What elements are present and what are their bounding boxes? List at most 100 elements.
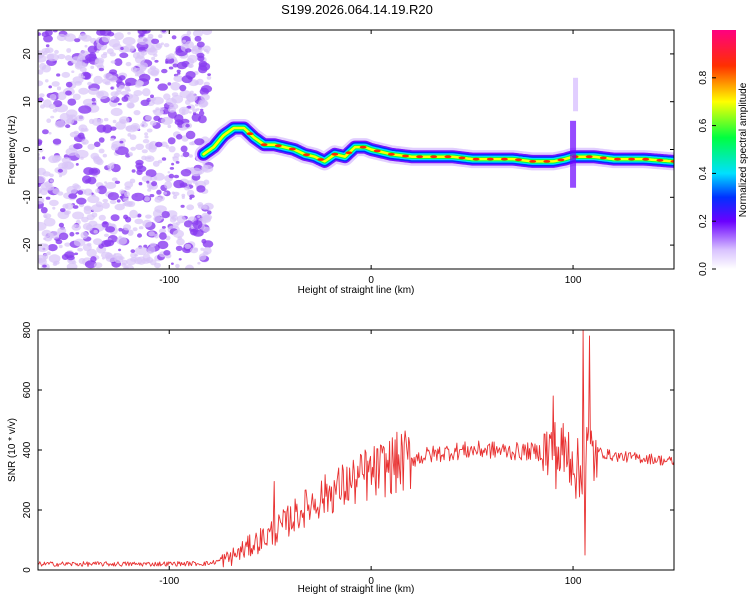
ridge-hotspot	[599, 156, 607, 160]
noise-blob	[180, 145, 188, 153]
noise-blob	[130, 123, 141, 132]
noise-blob	[201, 238, 207, 244]
noise-blob	[38, 54, 47, 63]
noise-blob	[151, 181, 158, 187]
noise-blob	[147, 33, 154, 39]
noise-blob	[186, 204, 195, 211]
snr-ylabel: SNR (10 * v/v)	[7, 418, 18, 482]
noise-blob	[142, 88, 151, 97]
noise-blob	[150, 69, 159, 77]
noise-blob	[69, 131, 78, 138]
noise-blob	[123, 224, 132, 231]
noise-blob	[163, 250, 171, 256]
snr-ytick-label: 400	[22, 441, 33, 458]
snr-ticks: -100 0 100 0 200 400 600 800	[22, 321, 674, 587]
noise-blob	[88, 220, 98, 227]
noise-blob	[144, 135, 149, 139]
noise-blob	[93, 75, 103, 85]
noise-blob	[197, 215, 201, 219]
noise-blob	[38, 97, 44, 102]
noise-blob	[152, 109, 157, 113]
noise-blob	[163, 43, 170, 48]
noise-blob	[137, 30, 147, 35]
noise-blob	[199, 87, 209, 96]
noise-blob	[50, 115, 55, 119]
noise-blob	[130, 249, 136, 254]
noise-blob	[114, 93, 117, 96]
noise-blob	[80, 75, 86, 79]
noise-blob	[147, 245, 156, 254]
noise-blob	[109, 52, 117, 57]
noise-blob	[110, 214, 120, 222]
noise-blob	[125, 61, 132, 67]
noise-blob	[53, 100, 63, 108]
noise-blob	[187, 54, 198, 64]
noise-blob	[110, 144, 119, 151]
snr-ytick-label: 200	[22, 501, 33, 518]
noise-blob	[87, 176, 97, 185]
noise-blob	[87, 195, 100, 204]
noise-blob	[129, 178, 136, 184]
noise-blob	[156, 189, 162, 195]
noise-blob	[45, 79, 49, 83]
noise-blob	[78, 124, 88, 133]
noise-blob	[172, 63, 179, 68]
ridge-hotspot	[430, 155, 438, 159]
noise-blob	[173, 179, 185, 189]
noise-blob	[84, 44, 88, 48]
noise-blob	[171, 162, 175, 166]
noise-blob	[142, 139, 150, 144]
noise-blob	[142, 253, 151, 262]
noise-blob	[65, 90, 72, 96]
noise-blob	[133, 90, 143, 96]
noise-blob	[75, 149, 89, 159]
noise-blob	[112, 119, 117, 124]
noise-blob	[167, 107, 177, 113]
noise-blob	[206, 75, 212, 80]
noise-blob	[43, 99, 52, 108]
noise-blob	[60, 208, 66, 213]
noise-blob	[116, 199, 121, 203]
noise-blob	[77, 132, 85, 139]
noise-blob	[74, 252, 79, 256]
noise-blob	[91, 212, 98, 218]
noise-blob	[125, 216, 132, 223]
noise-blob	[65, 81, 73, 88]
noise-blob	[68, 193, 78, 199]
noise-blob	[109, 199, 117, 205]
noise-blob	[122, 37, 136, 46]
noise-blob	[144, 196, 150, 202]
colorbar: 0.0 0.2 0.4 0.6 0.8 Normalized spectral ampl…	[698, 30, 749, 276]
noise-blob	[109, 137, 115, 142]
noise-blob	[89, 52, 97, 59]
noise-blob	[173, 75, 184, 82]
noise-blob	[104, 181, 108, 184]
noise-blob	[101, 221, 109, 228]
noise-blob	[129, 134, 137, 140]
ridge-hotspot	[529, 160, 537, 163]
noise-blob	[141, 175, 153, 183]
noise-blob	[80, 34, 92, 42]
noise-blob	[102, 78, 111, 85]
noise-blob	[132, 227, 138, 232]
noise-blob	[186, 30, 192, 36]
noise-blob	[87, 81, 92, 86]
noise-blob	[167, 171, 171, 174]
noise-blob	[118, 248, 122, 252]
spectrogram-ytick-label: 0	[22, 146, 33, 152]
noise-blob	[194, 35, 202, 42]
noise-blob	[56, 86, 62, 91]
ridge-hotspot	[345, 151, 353, 155]
noise-blob	[105, 182, 117, 189]
colorbar-tick-label: 0.0	[698, 262, 709, 276]
noise-blob	[184, 264, 195, 269]
noise-blob	[185, 48, 192, 53]
ridge-yellow	[202, 126, 674, 163]
noise-blob	[161, 211, 170, 219]
noise-blob	[65, 124, 71, 129]
noise-blob	[124, 191, 130, 198]
ridge-hotspot	[557, 158, 565, 162]
noise-blob	[168, 66, 174, 70]
noise-blob	[181, 193, 186, 197]
